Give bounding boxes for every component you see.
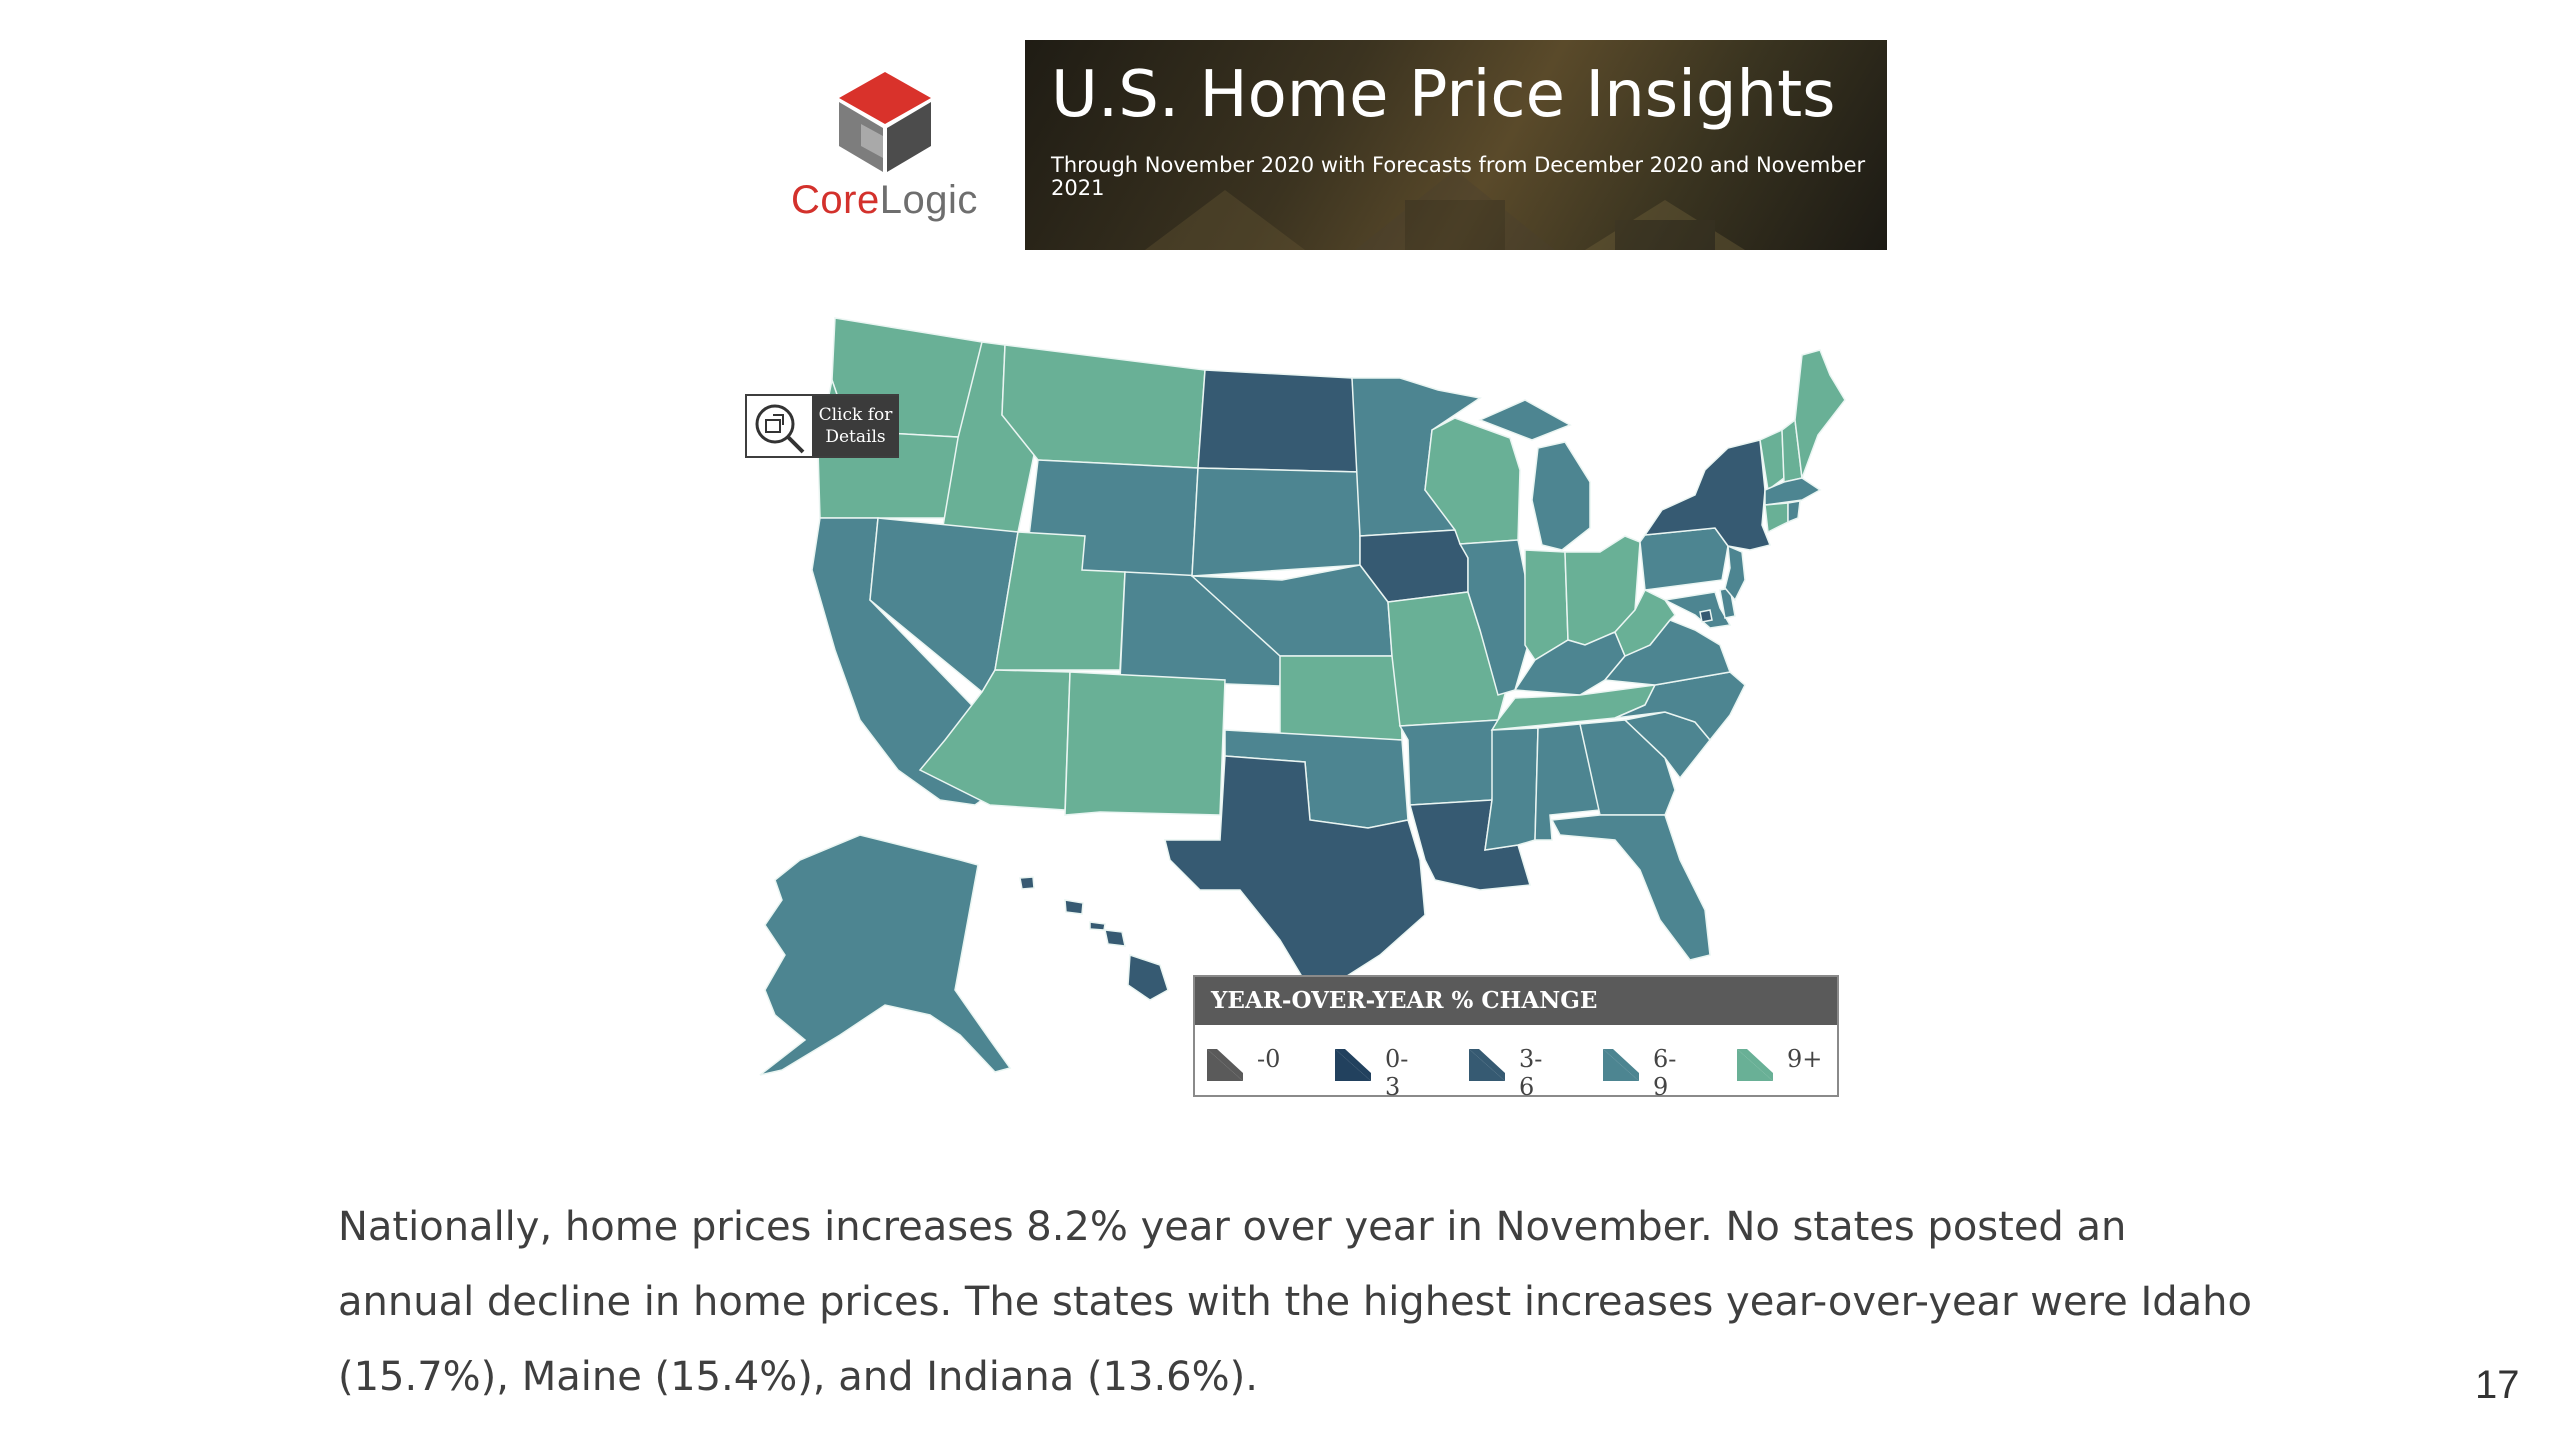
state-hawaii-big-island[interactable] bbox=[1127, 953, 1169, 1001]
corelogic-logo: CoreLogic bbox=[783, 68, 1003, 228]
legend-swatch bbox=[1469, 1049, 1505, 1081]
state-west-virginia[interactable] bbox=[1614, 588, 1676, 657]
state-north-carolina[interactable] bbox=[1614, 671, 1746, 742]
state-arizona[interactable] bbox=[918, 669, 1071, 811]
corelogic-cube-icon bbox=[839, 72, 931, 172]
legend-label: -0 bbox=[1257, 1045, 1281, 1073]
page-number: 17 bbox=[2475, 1363, 2520, 1407]
state-hawaii-kauai[interactable] bbox=[1019, 876, 1035, 890]
legend-items: -0 0-3 3-6 6-9 9+ bbox=[1207, 1043, 1829, 1101]
state-alaska[interactable] bbox=[759, 834, 1012, 1076]
corelogic-wordmark: CoreLogic bbox=[791, 178, 978, 223]
us-choropleth-map bbox=[759, 317, 1846, 1076]
legend-label: 6-9 bbox=[1653, 1045, 1677, 1101]
state-arkansas[interactable] bbox=[1398, 719, 1499, 806]
click-for-details-label: Click for Details bbox=[812, 396, 899, 456]
logo-text-logic: Logic bbox=[879, 178, 978, 222]
state-montana[interactable] bbox=[1001, 344, 1206, 469]
state-new-jersey[interactable] bbox=[1724, 544, 1746, 602]
banner-background-houses bbox=[1145, 170, 1745, 250]
state-north-dakota[interactable] bbox=[1197, 369, 1361, 473]
click-for-details-button[interactable]: Click for Details bbox=[745, 394, 899, 458]
state-rhode-island[interactable] bbox=[1787, 500, 1801, 524]
legend-title: YEAR-OVER-YEAR % CHANGE bbox=[1195, 977, 1837, 1025]
state-hawaii-oahu[interactable] bbox=[1064, 899, 1084, 915]
state-mississippi[interactable] bbox=[1484, 727, 1539, 851]
state-connecticut[interactable] bbox=[1764, 502, 1789, 534]
legend-swatch bbox=[1335, 1049, 1371, 1081]
state-michigan[interactable] bbox=[1531, 441, 1591, 551]
legend-swatch bbox=[1207, 1049, 1243, 1081]
legend-label: 9+ bbox=[1787, 1045, 1823, 1073]
state-new-mexico[interactable] bbox=[1064, 671, 1226, 816]
state-maine[interactable] bbox=[1794, 349, 1846, 479]
state-dc[interactable] bbox=[1699, 609, 1713, 623]
state-michigan-up[interactable] bbox=[1478, 399, 1572, 441]
legend-label: 0-3 bbox=[1385, 1045, 1409, 1101]
logo-text-core: Core bbox=[791, 178, 880, 222]
title-banner: U.S. Home Price Insights Through Novembe… bbox=[1025, 40, 1887, 250]
banner-title: U.S. Home Price Insights bbox=[1051, 58, 1836, 132]
caption-text: Nationally, home prices increases 8.2% y… bbox=[338, 1204, 2252, 1400]
banner-subtitle: Through November 2020 with Forecasts fro… bbox=[1051, 153, 1866, 200]
legend-swatch bbox=[1603, 1049, 1639, 1081]
state-hawaii-molokai[interactable] bbox=[1089, 921, 1106, 931]
state-florida[interactable] bbox=[1550, 814, 1711, 961]
legend-swatch bbox=[1737, 1049, 1773, 1081]
state-illinois[interactable] bbox=[1458, 539, 1529, 696]
state-pennsylvania[interactable] bbox=[1639, 527, 1729, 591]
legend-label: 3-6 bbox=[1519, 1045, 1543, 1101]
state-south-dakota[interactable] bbox=[1191, 467, 1361, 577]
state-hawaii-maui[interactable] bbox=[1104, 929, 1126, 947]
state-kansas[interactable] bbox=[1279, 655, 1403, 741]
state-maryland[interactable] bbox=[1662, 591, 1732, 629]
map-legend: YEAR-OVER-YEAR % CHANGE -0 0-3 3-6 6-9 9… bbox=[1193, 975, 1839, 1101]
zoom-magnifier-icon bbox=[755, 404, 805, 454]
